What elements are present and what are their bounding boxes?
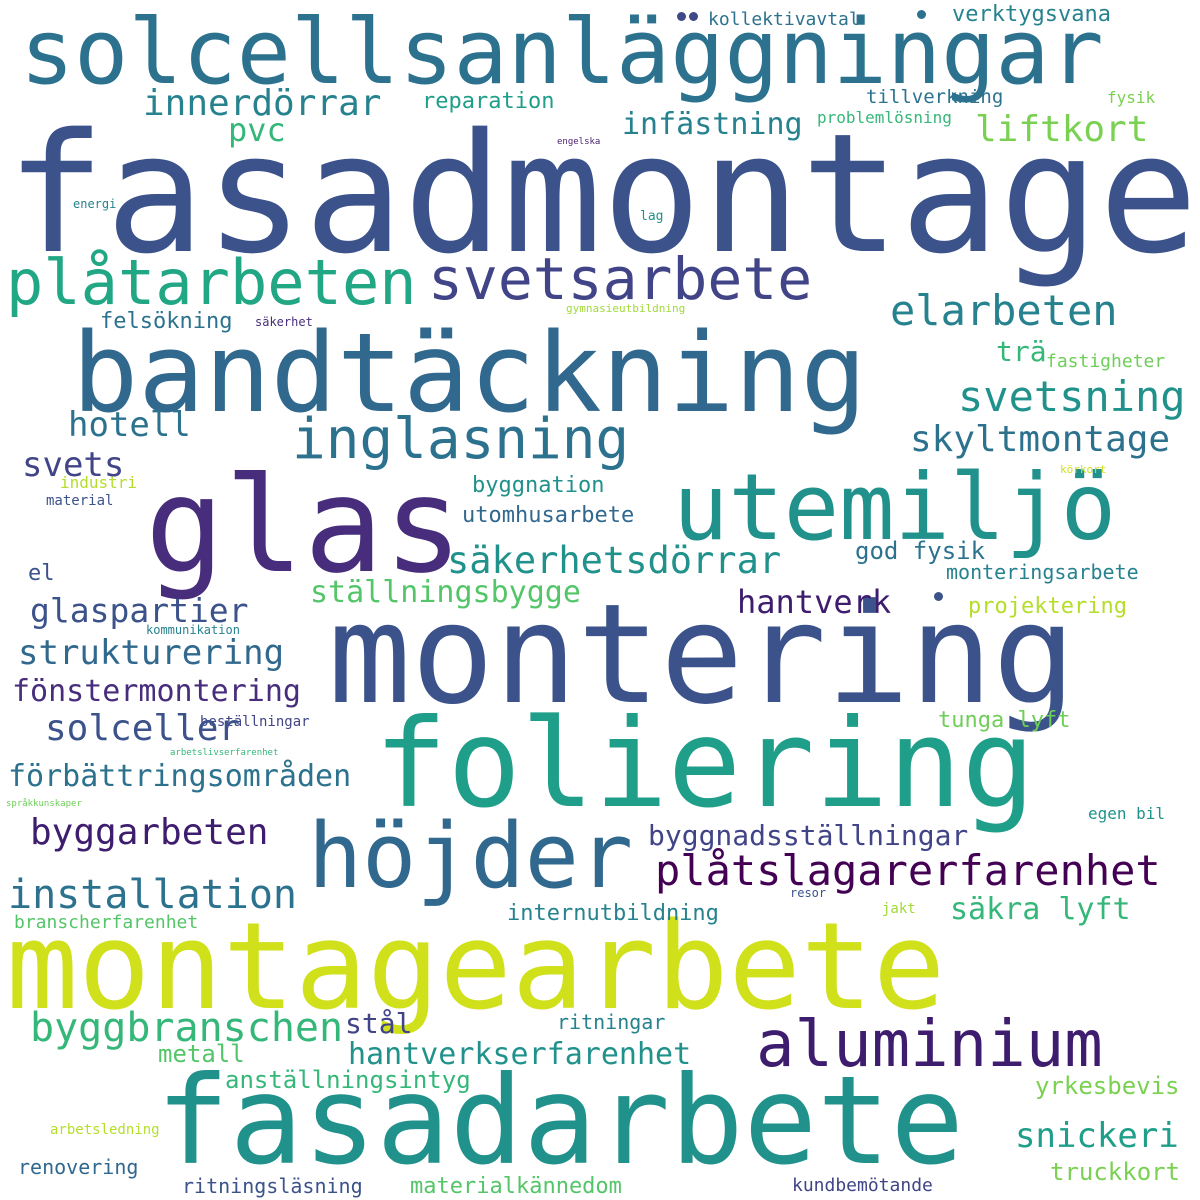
word: materialkännedom xyxy=(410,1174,622,1199)
word: säkra lyft xyxy=(950,892,1131,927)
word: innerdörrar xyxy=(143,83,382,124)
word: beställningar xyxy=(200,714,310,730)
word: montagearbete xyxy=(6,898,946,1037)
word: metall xyxy=(158,1040,245,1068)
word: jakt xyxy=(882,901,916,917)
word: ställningsbygge xyxy=(310,575,581,610)
dot-mark xyxy=(677,12,686,21)
word: fasadarbete xyxy=(156,1050,964,1192)
word: byggnadsställningar xyxy=(648,819,969,852)
word: ritningar xyxy=(557,1010,666,1034)
word: byggarbeten xyxy=(30,812,269,853)
word: utemiljö xyxy=(673,454,1117,561)
word: montering xyxy=(328,574,1076,735)
word: svets xyxy=(22,445,125,485)
word: lag xyxy=(640,209,664,224)
dot-mark xyxy=(934,592,943,601)
word: internutbildning xyxy=(507,901,719,926)
word: engelska xyxy=(557,137,601,147)
word: tunga lyft xyxy=(938,708,1071,733)
word: hantverk xyxy=(737,583,892,621)
word: verktygsvana xyxy=(952,2,1111,27)
word: förbättringsområden xyxy=(8,759,352,794)
word: tillverkning xyxy=(866,86,1004,108)
word: solcellsanläggningar xyxy=(20,0,1104,105)
word: byggbranschen xyxy=(30,1005,344,1051)
word: utomhusarbete xyxy=(462,503,635,528)
word: industri xyxy=(60,473,138,492)
word: byggnation xyxy=(472,473,605,498)
word: strukturering xyxy=(18,633,285,673)
word: branscherfarenhet xyxy=(14,912,199,933)
word: anställningsintyg xyxy=(225,1066,471,1094)
word: glas xyxy=(145,449,463,603)
word: yrkesbevis xyxy=(1035,1072,1180,1100)
word: hotell xyxy=(68,405,191,445)
word: inglasning xyxy=(292,407,630,472)
word: kommunikation xyxy=(146,623,240,637)
word: felsökning xyxy=(100,309,233,334)
word: elarbeten xyxy=(890,286,1118,335)
word: pvc xyxy=(228,111,286,149)
word: foliering xyxy=(374,693,1036,835)
word: arbetsledning xyxy=(50,1122,160,1138)
word: fasadmontage xyxy=(6,98,1199,290)
word: ritningsläsning xyxy=(182,1174,363,1198)
word: solceller xyxy=(45,708,241,749)
word: körkort xyxy=(1060,463,1107,476)
word: monteringsarbete xyxy=(946,560,1139,584)
word: material xyxy=(46,493,114,509)
word: bandtäckning xyxy=(72,309,867,437)
word: egen bil xyxy=(1088,804,1166,823)
word: installation xyxy=(8,872,297,918)
word: kundbemötande xyxy=(792,1175,933,1196)
word: snickeri xyxy=(1015,1116,1179,1156)
word: infästning xyxy=(622,107,803,142)
word: arbetslivserfarenhet xyxy=(170,748,279,758)
word: el xyxy=(28,561,55,586)
word: höjder xyxy=(308,804,634,909)
word: liftkort xyxy=(975,109,1149,150)
word: energi xyxy=(73,197,117,211)
word: språkkunskaper xyxy=(6,799,82,809)
word: plåtarbeten xyxy=(6,246,417,319)
word: svetsarbete xyxy=(428,245,813,313)
dot-mark xyxy=(689,12,698,21)
word: plåtslagarerfarenhet xyxy=(655,846,1161,895)
word: säkerhetsdörrar xyxy=(447,539,782,582)
word: renovering xyxy=(18,1155,139,1179)
word: fastigheter xyxy=(1046,351,1166,372)
word: säkerhet xyxy=(255,315,313,329)
word: kollektivavtal xyxy=(708,9,860,30)
word: truckkort xyxy=(1050,1158,1181,1186)
dot-mark xyxy=(917,10,926,19)
word: gymnasieutbildning xyxy=(566,302,686,315)
word: god fysik xyxy=(855,537,986,565)
word: glaspartier xyxy=(30,591,249,630)
word: aluminium xyxy=(756,1008,1103,1082)
word: trä xyxy=(996,335,1047,368)
word: hantverkserfarenhet xyxy=(348,1037,692,1072)
word: projektering xyxy=(968,594,1127,619)
word: fönstermontering xyxy=(12,674,301,709)
word: reparation xyxy=(422,89,555,114)
word: problemlösning xyxy=(817,108,952,127)
word: svetsning xyxy=(958,372,1186,421)
word: stål xyxy=(345,1007,413,1040)
word: skyltmontage xyxy=(910,419,1171,460)
word: resor xyxy=(790,886,827,900)
word: fysik xyxy=(1107,88,1156,107)
